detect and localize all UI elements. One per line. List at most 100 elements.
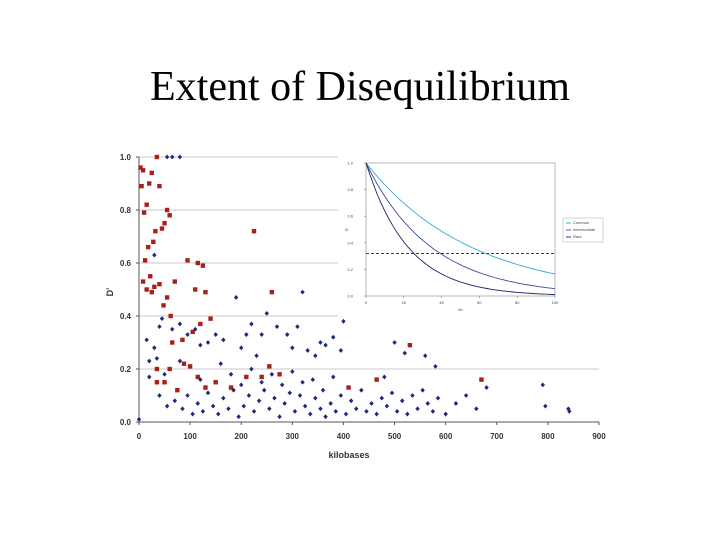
data-point-blue bbox=[239, 345, 244, 351]
data-point-red bbox=[208, 316, 213, 321]
data-point-blue bbox=[195, 401, 200, 406]
inset-curve-rare bbox=[365, 162, 556, 295]
data-point-blue bbox=[300, 379, 305, 385]
data-point-red bbox=[154, 154, 160, 160]
data-point-blue bbox=[136, 416, 142, 422]
data-point-blue bbox=[292, 409, 298, 414]
data-point-blue bbox=[152, 252, 157, 258]
data-point-blue bbox=[567, 409, 572, 414]
data-point-blue bbox=[423, 353, 428, 359]
data-point-red bbox=[170, 340, 175, 345]
data-point-red bbox=[187, 364, 193, 369]
data-point-blue bbox=[157, 393, 162, 398]
data-point-blue bbox=[162, 371, 167, 377]
data-point-blue bbox=[198, 377, 203, 382]
data-point-blue bbox=[313, 395, 318, 401]
data-point-blue bbox=[463, 393, 469, 398]
inset-x-tick-label: 100 bbox=[552, 300, 559, 305]
data-point-red bbox=[138, 165, 143, 170]
inset-curve-intermediate bbox=[365, 162, 556, 290]
x-tick-label: 700 bbox=[490, 432, 504, 441]
data-point-blue bbox=[379, 395, 384, 401]
data-point-blue bbox=[318, 340, 323, 345]
data-point-red bbox=[151, 239, 156, 244]
inset-y-tick-label: 0.2 bbox=[347, 267, 353, 272]
data-point-blue bbox=[177, 154, 183, 160]
inset-frame bbox=[365, 162, 556, 297]
data-point-red bbox=[140, 279, 146, 284]
data-point-blue bbox=[300, 289, 305, 295]
data-point-red bbox=[213, 380, 218, 385]
data-point-red bbox=[168, 313, 173, 319]
data-point-blue bbox=[269, 371, 275, 377]
data-point-blue bbox=[152, 345, 157, 351]
data-point-blue bbox=[249, 321, 254, 327]
data-point-red bbox=[195, 260, 200, 266]
x-tick-label: 200 bbox=[235, 432, 249, 441]
data-point-blue bbox=[259, 379, 264, 385]
data-point-blue bbox=[295, 324, 300, 329]
data-point-blue bbox=[226, 406, 231, 412]
inset-x-axis-title: kb bbox=[458, 307, 463, 312]
data-point-blue bbox=[147, 358, 152, 364]
inset-background bbox=[338, 152, 606, 318]
data-point-blue bbox=[205, 390, 211, 396]
data-point-blue bbox=[290, 369, 295, 375]
data-point-blue bbox=[267, 406, 272, 412]
data-point-blue bbox=[185, 332, 190, 337]
data-point-blue bbox=[394, 409, 400, 414]
data-point-blue bbox=[254, 353, 259, 359]
data-point-red bbox=[175, 388, 180, 393]
data-point-red bbox=[267, 364, 272, 369]
data-point-red bbox=[154, 380, 160, 385]
data-point-blue bbox=[323, 414, 328, 420]
data-point-blue bbox=[328, 401, 333, 406]
data-point-red bbox=[167, 366, 172, 372]
data-point-blue bbox=[453, 401, 459, 406]
data-point-blue bbox=[177, 358, 183, 364]
inset-decay-plot: 0.0 0.2 0.4 0.6 0.8 1.0 0 20 40 60 80 100 kb D' Common… bbox=[338, 152, 606, 318]
data-point-blue bbox=[221, 337, 226, 343]
data-point-blue bbox=[285, 332, 290, 337]
data-point-blue bbox=[331, 334, 336, 340]
x-tick-label: 900 bbox=[592, 432, 606, 441]
data-point-blue bbox=[410, 393, 415, 398]
data-point-red bbox=[152, 284, 157, 290]
data-point-blue bbox=[402, 350, 407, 356]
inset-x-tick-label: 40 bbox=[439, 300, 444, 305]
data-point-blue bbox=[157, 324, 162, 329]
data-point-red bbox=[164, 295, 170, 300]
data-point-blue bbox=[331, 374, 336, 380]
data-point-red bbox=[180, 337, 185, 343]
x-tick-label: 500 bbox=[388, 432, 402, 441]
data-point-red bbox=[407, 342, 413, 348]
data-point-blue bbox=[177, 321, 183, 327]
data-point-red bbox=[269, 289, 275, 295]
data-point-blue bbox=[205, 340, 211, 345]
data-point-blue bbox=[233, 295, 239, 300]
data-point-red bbox=[148, 274, 153, 279]
data-point-blue bbox=[170, 326, 175, 332]
data-point-blue bbox=[566, 406, 571, 412]
inset-x-tick-label: 20 bbox=[402, 300, 407, 305]
data-point-blue bbox=[185, 393, 190, 398]
data-point-red bbox=[167, 213, 172, 218]
data-point-red bbox=[144, 287, 149, 292]
data-point-blue bbox=[343, 411, 349, 417]
data-point-blue bbox=[443, 411, 448, 417]
data-point-blue bbox=[400, 398, 405, 404]
data-point-red bbox=[228, 385, 234, 390]
data-point-blue bbox=[374, 411, 379, 417]
data-point-blue bbox=[415, 406, 420, 412]
data-point-blue bbox=[221, 395, 226, 401]
data-point-red bbox=[159, 226, 165, 231]
data-point-red bbox=[172, 279, 177, 284]
data-point-blue bbox=[359, 387, 364, 393]
data-point-red bbox=[144, 202, 149, 207]
data-point-red bbox=[153, 229, 158, 234]
data-point-red bbox=[185, 258, 190, 263]
data-point-blue bbox=[277, 414, 282, 420]
data-point-blue bbox=[320, 387, 326, 393]
data-point-blue bbox=[302, 403, 308, 409]
